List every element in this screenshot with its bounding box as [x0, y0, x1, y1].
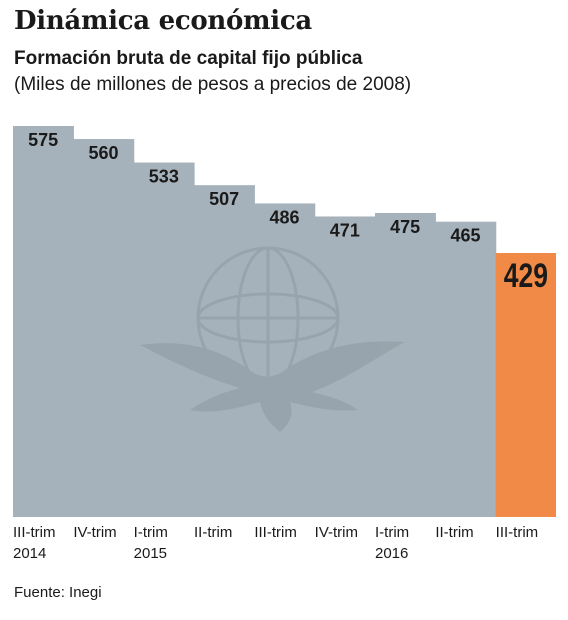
value-label: 471 [330, 220, 360, 240]
x-tick-label: II-trim [435, 524, 473, 541]
x-tick-year-label: 2014 [13, 545, 46, 562]
value-label: 575 [28, 130, 58, 150]
x-tick-year-label: 2016 [375, 545, 408, 562]
x-tick-label: III-trim [13, 524, 56, 541]
bar [13, 126, 74, 517]
x-tick-label: I-trim [134, 524, 168, 541]
x-tick-label: IV-trim [73, 524, 116, 541]
value-label: 560 [88, 143, 118, 163]
bar [133, 162, 195, 517]
x-tick-label: III-trim [254, 524, 296, 541]
bar [73, 139, 135, 517]
value-label: 533 [149, 167, 179, 187]
value-label: 475 [390, 217, 420, 237]
bar-highlight [495, 253, 556, 517]
x-tick-label: IV-trim [315, 524, 358, 541]
source-note: Fuente: Inegi [14, 584, 102, 601]
value-label: 486 [269, 207, 299, 227]
chart-units: (Miles de millones de pesos a precios de… [14, 74, 412, 95]
value-label: 429 [504, 257, 548, 295]
bar [375, 212, 436, 517]
x-tick-label: II-trim [194, 524, 232, 541]
value-label: 465 [450, 226, 480, 246]
chart-subtitle: Formación bruta de capital fijo pública [14, 48, 363, 69]
eagle-globe-watermark-icon [140, 246, 405, 432]
value-label: 507 [209, 189, 239, 209]
x-tick-label: I-trim [375, 524, 409, 541]
x-tick-label: III-trim [496, 524, 538, 541]
bar [435, 221, 497, 517]
x-tick-year-label: 2015 [134, 545, 167, 562]
chart-title: Dinámica económica [14, 6, 312, 36]
